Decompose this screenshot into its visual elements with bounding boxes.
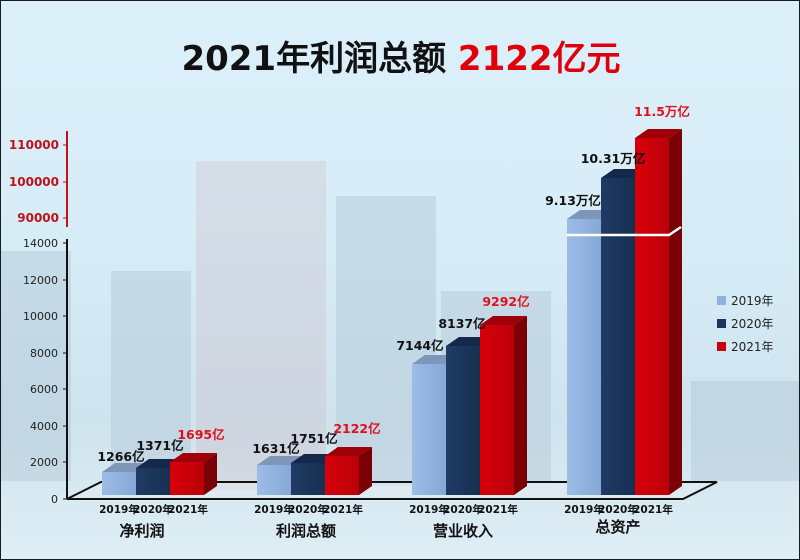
upper-tick: 90000 — [17, 211, 59, 225]
value-label: 7144亿 — [396, 338, 443, 353]
bar-2019 — [257, 465, 291, 495]
bar-2020 — [291, 463, 325, 495]
title-highlight: 2122亿元 — [457, 39, 621, 79]
bar-2021 — [480, 325, 514, 495]
bar-2019 — [412, 364, 446, 495]
axis-break-line — [567, 225, 682, 237]
value-label: 1631亿 — [252, 441, 299, 456]
year-label: 2019年 — [564, 503, 604, 516]
value-label: 2122亿 — [333, 421, 380, 436]
category-label: 总资产 — [595, 518, 640, 536]
lower-tick: 6000 — [30, 383, 58, 396]
chart-floor — [66, 481, 718, 500]
bar-group-total-profit: 1631亿 1751亿 2122亿 — [252, 421, 381, 495]
bar-2021 — [635, 138, 669, 495]
category-label: 净利润 — [119, 522, 164, 540]
lower-tick: 4000 — [30, 420, 58, 433]
lower-tick: 0 — [51, 493, 58, 506]
lower-tick: 14000 — [23, 237, 58, 250]
lower-tick: 2000 — [30, 456, 58, 469]
legend-item-2019: 2019年 — [717, 289, 774, 312]
value-label: 9292亿 — [482, 294, 529, 309]
legend-swatch-icon — [717, 342, 726, 351]
year-label: 2020年 — [133, 503, 173, 516]
bar-2020 — [136, 468, 170, 495]
category-label: 营业收入 — [433, 522, 493, 540]
category-labels: 净利润 利润总额 营业收入 总资产 — [119, 518, 640, 540]
category-label: 利润总额 — [276, 522, 336, 540]
title-prefix: 2021年利润总额 — [181, 39, 458, 79]
bg-building — [111, 271, 191, 481]
upper-tick: 100000 — [9, 175, 59, 189]
bg-building — [691, 381, 799, 481]
legend-item-2020: 2020年 — [717, 312, 774, 335]
chart-legend: 2019年 2020年 2021年 — [717, 289, 774, 358]
bg-building — [196, 161, 326, 491]
year-labels: 2019年 2020年 2021年 2019年 2020年 2021年 2019… — [99, 503, 673, 516]
legend-label: 2020年 — [731, 317, 774, 331]
bar-2021 — [170, 462, 204, 495]
legend-swatch-icon — [717, 319, 726, 328]
lower-y-axis: 0 2000 4000 6000 8000 10000 12000 14000 — [23, 237, 68, 506]
bar-2019 — [102, 472, 136, 495]
year-label: 2021年 — [323, 503, 363, 516]
legend-item-2021: 2021年 — [717, 335, 774, 358]
bg-building — [1, 251, 71, 481]
year-label: 2021年 — [633, 503, 673, 516]
lower-tick: 12000 — [23, 274, 58, 287]
lower-tick: 10000 — [23, 310, 58, 323]
value-label: 1266亿 — [97, 449, 144, 464]
legend-swatch-icon — [717, 296, 726, 305]
year-label: 2021年 — [168, 503, 208, 516]
lower-tick: 8000 — [30, 347, 58, 360]
year-label: 2020年 — [443, 503, 483, 516]
year-label: 2019年 — [409, 503, 449, 516]
bar-2020 — [446, 346, 480, 495]
legend-label: 2019年 — [731, 294, 774, 308]
bar-group-net-profit: 1266亿 1371亿 1695亿 — [97, 427, 225, 495]
upper-tick: 110000 — [9, 138, 59, 152]
bar-2019 — [567, 219, 601, 495]
value-label: 11.5万亿 — [634, 104, 690, 119]
year-label: 2020年 — [288, 503, 328, 516]
year-label: 2019年 — [254, 503, 294, 516]
value-label: 9.13万亿 — [545, 193, 601, 208]
value-label: 1695亿 — [177, 427, 224, 442]
upper-y-axis: 110000 100000 90000 — [9, 131, 68, 227]
bar-group-revenue: 7144亿 8137亿 9292亿 — [396, 294, 530, 495]
bar-2020 — [601, 178, 635, 495]
value-label: 10.31万亿 — [581, 151, 646, 166]
value-label: 1371亿 — [136, 438, 183, 453]
year-label: 2019年 — [99, 503, 139, 516]
bar-group-total-assets: 9.13万亿 10.31万亿 11.5万亿 — [545, 104, 690, 495]
year-label: 2020年 — [598, 503, 638, 516]
chart-title: 2021年利润总额 2122亿元 — [1, 31, 799, 80]
value-label: 1751亿 — [290, 431, 337, 446]
year-label: 2021年 — [478, 503, 518, 516]
legend-label: 2021年 — [731, 340, 774, 354]
bar-2021 — [325, 456, 359, 495]
value-label: 8137亿 — [438, 316, 485, 331]
